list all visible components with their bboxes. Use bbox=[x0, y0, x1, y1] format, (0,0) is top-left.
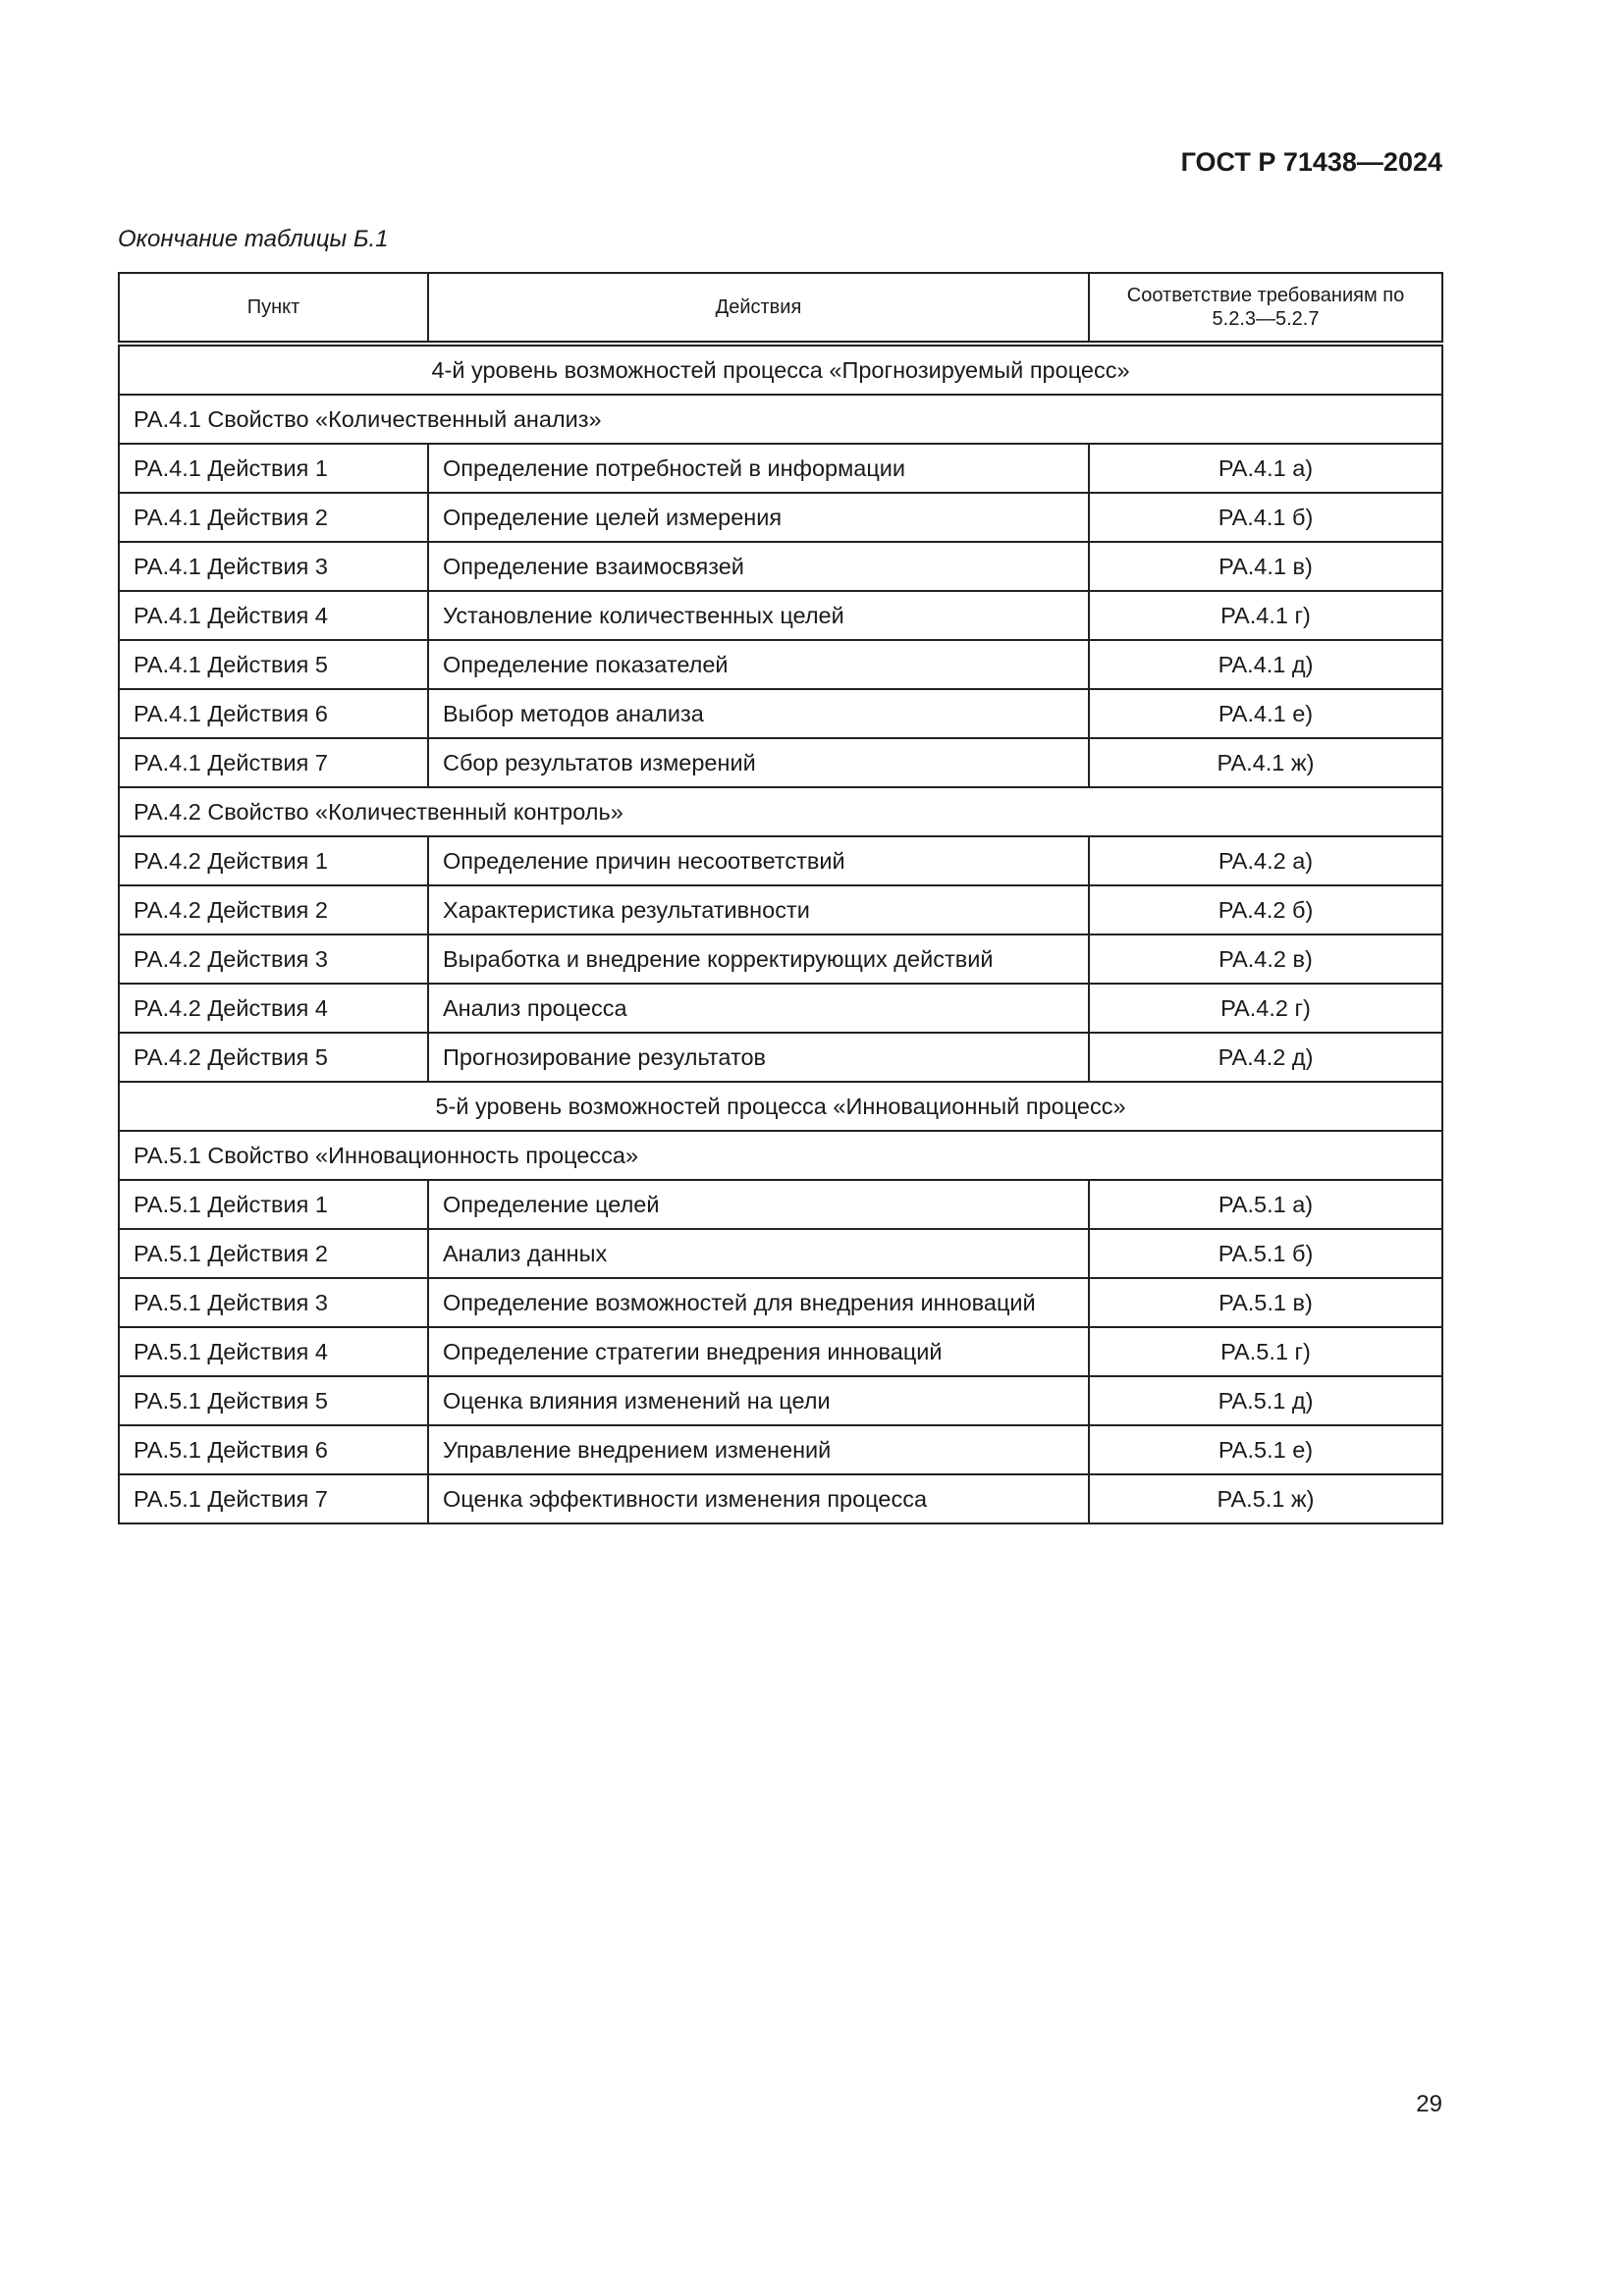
table-row: PA.5.1 Действия 1 Определение целей PA.5.1… bbox=[118, 1179, 1443, 1230]
action-cell: Определение целей bbox=[427, 1179, 1090, 1230]
action-cell: Установление количественных целей bbox=[427, 590, 1090, 641]
table-row: PA.4.2 Действия 5 Прогнозирование результ… bbox=[118, 1032, 1443, 1083]
table-row: PA.5.1 Действия 6 Управление внедрением и… bbox=[118, 1424, 1443, 1475]
compliance-cell: PA.4.2 д) bbox=[1088, 1032, 1443, 1083]
table-header-row: Пункт Действия Соответствие требованиям … bbox=[118, 272, 1443, 345]
property-heading: PA.5.1 Свойство «Инновационность процесс… bbox=[118, 1130, 1443, 1181]
action-cell: Выбор методов анализа bbox=[427, 688, 1090, 739]
compliance-cell: PA.5.1 в) bbox=[1088, 1277, 1443, 1328]
item-cell: PA.4.1 Действия 1 bbox=[118, 443, 429, 494]
action-cell: Определение взаимосвязей bbox=[427, 541, 1090, 592]
property-heading-row: PA.4.2 Свойство «Количественный контроль… bbox=[118, 786, 1443, 837]
action-cell: Определение стратегии внедрения инноваци… bbox=[427, 1326, 1090, 1377]
item-cell: PA.5.1 Действия 2 bbox=[118, 1228, 429, 1279]
item-cell: PA.5.1 Действия 3 bbox=[118, 1277, 429, 1328]
item-cell: PA.4.1 Действия 3 bbox=[118, 541, 429, 592]
compliance-cell: PA.4.1 б) bbox=[1088, 492, 1443, 543]
property-heading: PA.4.2 Свойство «Количественный контроль… bbox=[118, 786, 1443, 837]
action-cell: Сбор результатов измерений bbox=[427, 737, 1090, 788]
compliance-cell: PA.4.1 г) bbox=[1088, 590, 1443, 641]
table-row: PA.4.2 Действия 4 Анализ процесса PA.4.2 г… bbox=[118, 983, 1443, 1034]
compliance-cell: PA.4.2 б) bbox=[1088, 884, 1443, 935]
table-row: PA.4.1 Действия 3 Определение взаимосвязе… bbox=[118, 541, 1443, 592]
page-number: 29 bbox=[1416, 2091, 1442, 2117]
action-cell: Анализ данных bbox=[427, 1228, 1090, 1279]
item-cell: PA.5.1 Действия 7 bbox=[118, 1473, 429, 1524]
item-cell: PA.4.2 Действия 2 bbox=[118, 884, 429, 935]
compliance-cell: PA.5.1 б) bbox=[1088, 1228, 1443, 1279]
compliance-cell: PA.4.1 е) bbox=[1088, 688, 1443, 739]
item-cell: PA.4.1 Действия 2 bbox=[118, 492, 429, 543]
level-heading: 5-й уровень возможностей процесса «Иннов… bbox=[118, 1081, 1443, 1132]
compliance-cell: PA.5.1 д) bbox=[1088, 1375, 1443, 1426]
action-cell: Оценка влияния изменений на цели bbox=[427, 1375, 1090, 1426]
action-cell: Управление внедрением изменений bbox=[427, 1424, 1090, 1475]
column-header-item: Пункт bbox=[118, 272, 429, 345]
item-cell: PA.5.1 Действия 1 bbox=[118, 1179, 429, 1230]
property-heading-row: PA.5.1 Свойство «Инновационность процесс… bbox=[118, 1130, 1443, 1181]
action-cell: Определение причин несоответствий bbox=[427, 835, 1090, 886]
table-row: PA.5.1 Действия 2 Анализ данных PA.5.1 б) bbox=[118, 1228, 1443, 1279]
table-row: PA.4.1 Действия 4 Установление количестве… bbox=[118, 590, 1443, 641]
action-cell: Выработка и внедрение корректирующих дей… bbox=[427, 934, 1090, 985]
table-row: PA.4.1 Действия 2 Определение целей измер… bbox=[118, 492, 1443, 543]
compliance-cell: PA.4.2 в) bbox=[1088, 934, 1443, 985]
item-cell: PA.4.2 Действия 3 bbox=[118, 934, 429, 985]
action-cell: Определение потребностей в информации bbox=[427, 443, 1090, 494]
action-cell: Характеристика результативности bbox=[427, 884, 1090, 935]
table-row: PA.4.2 Действия 1 Определение причин несо… bbox=[118, 835, 1443, 886]
compliance-cell: PA.4.2 г) bbox=[1088, 983, 1443, 1034]
column-header-actions: Действия bbox=[427, 272, 1090, 345]
action-cell: Определение целей измерения bbox=[427, 492, 1090, 543]
action-cell: Анализ процесса bbox=[427, 983, 1090, 1034]
table-caption: Окончание таблицы Б.1 bbox=[118, 226, 389, 252]
property-heading-row: PA.4.1 Свойство «Количественный анализ» bbox=[118, 394, 1443, 445]
item-cell: PA.4.2 Действия 1 bbox=[118, 835, 429, 886]
action-cell: Определение показателей bbox=[427, 639, 1090, 690]
item-cell: PA.4.1 Действия 6 bbox=[118, 688, 429, 739]
compliance-cell: PA.5.1 г) bbox=[1088, 1326, 1443, 1377]
level-heading: 4-й уровень возможностей процесса «Прогн… bbox=[118, 343, 1443, 396]
item-cell: PA.4.1 Действия 5 bbox=[118, 639, 429, 690]
item-cell: PA.4.2 Действия 4 bbox=[118, 983, 429, 1034]
column-header-compliance: Соответствие требованиям по 5.2.3—5.2.7 bbox=[1088, 272, 1443, 345]
compliance-cell: PA.4.2 а) bbox=[1088, 835, 1443, 886]
action-cell: Оценка эффективности изменения процесса bbox=[427, 1473, 1090, 1524]
item-cell: PA.4.2 Действия 5 bbox=[118, 1032, 429, 1083]
item-cell: PA.5.1 Действия 5 bbox=[118, 1375, 429, 1426]
item-cell: PA.4.1 Действия 7 bbox=[118, 737, 429, 788]
table-row: PA.4.1 Действия 7 Сбор результатов измере… bbox=[118, 737, 1443, 788]
compliance-cell: PA.5.1 ж) bbox=[1088, 1473, 1443, 1524]
document-id: ГОСТ Р 71438—2024 bbox=[1180, 147, 1442, 177]
table-row: PA.5.1 Действия 4 Определение стратегии в… bbox=[118, 1326, 1443, 1377]
level-heading-row: 5-й уровень возможностей процесса «Иннов… bbox=[118, 1081, 1443, 1132]
table-row: PA.4.2 Действия 2 Характеристика результа… bbox=[118, 884, 1443, 935]
compliance-cell: PA.4.1 ж) bbox=[1088, 737, 1443, 788]
item-cell: PA.5.1 Действия 6 bbox=[118, 1424, 429, 1475]
table-row: PA.4.1 Действия 5 Определение показателей… bbox=[118, 639, 1443, 690]
property-heading: PA.4.1 Свойство «Количественный анализ» bbox=[118, 394, 1443, 445]
table-row: PA.5.1 Действия 3 Определение возможносте… bbox=[118, 1277, 1443, 1328]
table-row: PA.5.1 Действия 7 Оценка эффективности из… bbox=[118, 1473, 1443, 1524]
action-cell: Определение возможностей для внедрения и… bbox=[427, 1277, 1090, 1328]
table-row: PA.5.1 Действия 5 Оценка влияния изменени… bbox=[118, 1375, 1443, 1426]
compliance-cell: PA.5.1 а) bbox=[1088, 1179, 1443, 1230]
level-heading-row: 4-й уровень возможностей процесса «Прогн… bbox=[118, 343, 1443, 396]
compliance-cell: PA.4.1 а) bbox=[1088, 443, 1443, 494]
table-row: PA.4.1 Действия 6 Выбор методов анализа PA… bbox=[118, 688, 1443, 739]
requirements-table: Пункт Действия Соответствие требованиям … bbox=[118, 272, 1443, 1524]
table-row: PA.4.1 Действия 1 Определение потребносте… bbox=[118, 443, 1443, 494]
action-cell: Прогнозирование результатов bbox=[427, 1032, 1090, 1083]
table-row: PA.4.2 Действия 3 Выработка и внедрение к… bbox=[118, 934, 1443, 985]
item-cell: PA.5.1 Действия 4 bbox=[118, 1326, 429, 1377]
compliance-cell: PA.4.1 д) bbox=[1088, 639, 1443, 690]
compliance-cell: PA.5.1 е) bbox=[1088, 1424, 1443, 1475]
item-cell: PA.4.1 Действия 4 bbox=[118, 590, 429, 641]
compliance-cell: PA.4.1 в) bbox=[1088, 541, 1443, 592]
